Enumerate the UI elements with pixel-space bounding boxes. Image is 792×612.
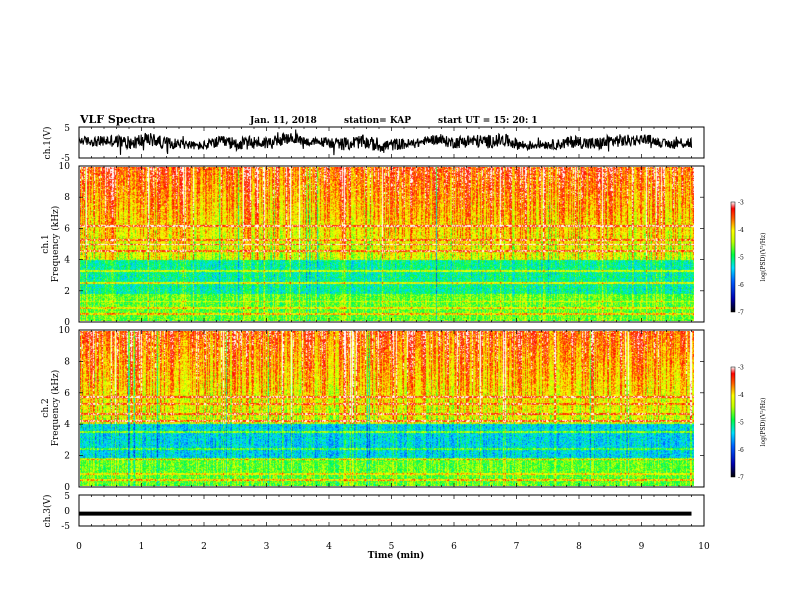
ch3-ytick-top: 5 — [64, 492, 70, 502]
station-label: station= KAP — [344, 116, 411, 126]
x-tick-label: 6 — [451, 542, 457, 552]
ch2-spec-ytick-label: 2 — [64, 452, 70, 462]
ch2-colorbar-bar — [730, 366, 736, 478]
ch1-colorbar: -3 -4 -5 -6 -7 log(PSD)(V²/Hz) — [730, 200, 767, 317]
ch1-colorbar-bar — [730, 201, 736, 313]
ch1-colorbar-label: log(PSD)(V²/Hz) — [760, 233, 767, 282]
ch1-spectrogram-panel: 0 2 4 6 8 10 ch.1 Frequency (kHz) — [41, 162, 705, 328]
ch2-spectrogram-image — [80, 331, 694, 486]
ch1-ytick-bottom: -5 — [61, 154, 70, 164]
ch1-spec-ytick-label: 8 — [64, 193, 70, 203]
x-tick-label: 9 — [639, 542, 645, 552]
x-tick-label: 2 — [201, 542, 207, 552]
ch3-ytick-bottom: -5 — [61, 522, 70, 532]
x-tick-label: 8 — [576, 542, 582, 552]
ch2-colorbar-tick: -6 — [738, 447, 744, 454]
ch1-colorbar-tick: -6 — [738, 282, 744, 289]
ch2-colorbar-tick: -4 — [738, 392, 744, 399]
x-tick-label: 5 — [389, 542, 395, 552]
ch1-spec-ytick-label: 4 — [64, 256, 70, 266]
ch1-colorbar-tick: -3 — [738, 200, 744, 207]
ch2-spec-ylabel-line1: ch.2 — [41, 398, 51, 417]
ch1-spec-ytick-label: 6 — [64, 224, 70, 234]
ch1-ytick-top: 5 — [64, 124, 70, 134]
ch1-spec-ylabel-line2: Frequency (kHz) — [50, 206, 61, 283]
ch3-ylabel: ch.3(V) — [42, 495, 53, 528]
ch1-colorbar-tick: -7 — [738, 310, 744, 317]
x-tick-label: 7 — [514, 542, 520, 552]
ch2-spec-ylabel-line2: Frequency (kHz) — [50, 370, 61, 447]
ch1-spec-ytick-label: 2 — [64, 287, 70, 297]
x-tick-label: 4 — [326, 542, 332, 552]
ch2-spec-ytick-label: 8 — [64, 357, 70, 367]
date-label: Jan. 11, 2018 — [249, 116, 317, 126]
ch2-colorbar-label: log(PSD)(V²/Hz) — [760, 398, 767, 447]
ch1-waveform-trace — [78, 129, 693, 156]
x-axis-ticks — [78, 127, 705, 526]
ch1-spec-ytick-label: 10 — [59, 162, 71, 172]
x-tick-label: 3 — [264, 542, 270, 552]
ch1-colorbar-tick: -5 — [738, 255, 744, 262]
ch3-waveform-panel: 5 0 -5 ch.3(V) — [42, 492, 705, 532]
x-tick-label: 1 — [139, 542, 145, 552]
x-tick-label: 10 — [698, 542, 710, 552]
ch1-spec-ytick-label: 0 — [64, 318, 70, 328]
start-time-label: start UT = 15: 20: 1 — [438, 116, 538, 126]
ch2-spec-ytick-label: 6 — [64, 389, 70, 399]
ch1-spectrogram-image — [80, 167, 694, 321]
ch3-ytick-mid: 0 — [64, 507, 70, 517]
ch3-waveform-frame — [78, 494, 705, 527]
ch1-colorbar-tick: -4 — [738, 227, 744, 234]
x-axis-label: Time (min) — [368, 550, 425, 561]
x-tick-label: 0 — [76, 542, 82, 552]
ch2-colorbar: -3 -4 -5 -6 -7 log(PSD)(V²/Hz) — [730, 365, 767, 482]
x-axis-tick-labels: 0 1 2 3 4 5 6 7 8 9 10 — [76, 542, 710, 552]
ch2-spec-ytick-label: 4 — [64, 420, 70, 430]
ch2-spectrogram-panel: 0 2 4 6 8 10 ch.2 Frequency (kHz) — [41, 326, 705, 493]
ch1-spec-ylabel-line1: ch.1 — [41, 234, 51, 253]
ch2-spec-ytick-label: 0 — [64, 483, 70, 493]
ch2-spec-ytick-label: 10 — [59, 326, 71, 336]
ch2-colorbar-tick: -5 — [738, 420, 744, 427]
figure-title: VLF Spectra — [79, 113, 155, 126]
ch1-ylabel: ch.1(V) — [42, 127, 53, 160]
ch1-waveform-panel: 5 -5 ch.1(V) — [42, 124, 705, 164]
ch2-colorbar-tick: -3 — [738, 365, 744, 372]
ch2-colorbar-tick: -7 — [738, 475, 744, 482]
